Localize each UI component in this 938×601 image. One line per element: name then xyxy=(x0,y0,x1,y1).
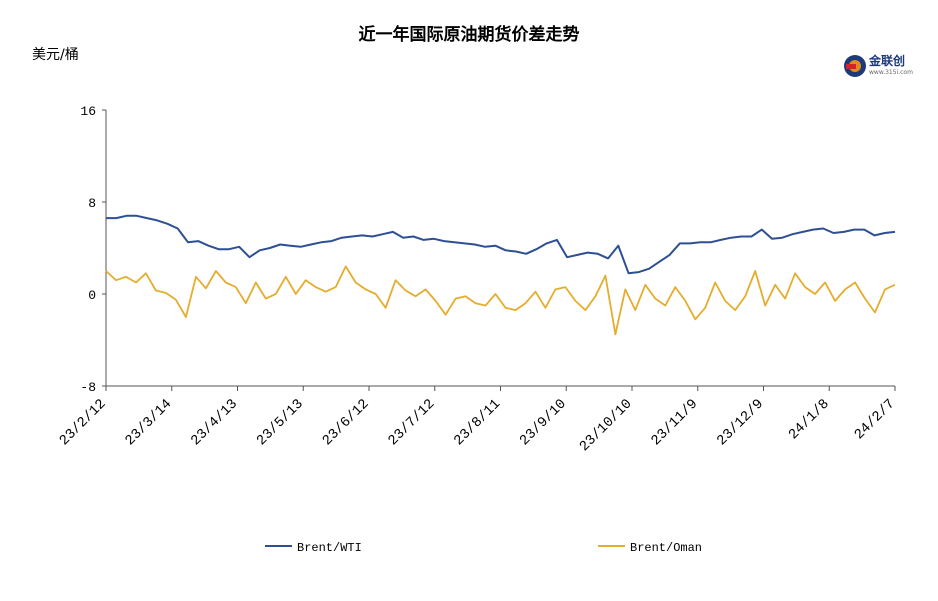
x-tick-label: 23/6/12 xyxy=(320,396,373,449)
y-tick-label: 8 xyxy=(88,196,96,211)
y-tick-label: 16 xyxy=(80,104,96,119)
logo-url: www.315i.com xyxy=(869,69,913,76)
logo-mark-icon xyxy=(844,55,866,77)
x-tick-label: 23/4/13 xyxy=(188,396,241,449)
x-tick-label: 23/5/13 xyxy=(254,396,307,449)
x-tick-label: 23/8/11 xyxy=(451,396,504,449)
x-tick-label: 24/1/8 xyxy=(786,396,833,443)
brand-logo: 金联创 www.315i.com xyxy=(843,52,913,82)
x-tick-label: 24/2/7 xyxy=(852,396,899,443)
x-tick-label: 23/10/10 xyxy=(577,396,636,455)
legend-label: Brent/Oman xyxy=(630,541,702,555)
logo-text: 金联创 xyxy=(869,54,906,68)
y-axis-unit-label: 美元/桶 xyxy=(32,47,79,63)
chart-title: 近一年国际原油期货价差走势 xyxy=(358,25,580,45)
axes: -8 0 8 16 23/2/12 23/3/14 23/4/13 23/5/13 23/6/1… xyxy=(57,104,899,455)
x-tick-label: 23/7/12 xyxy=(385,396,438,449)
plot-area xyxy=(105,214,896,336)
series-line-brent-oman xyxy=(105,265,896,336)
y-tick-label: -8 xyxy=(80,380,96,395)
legend: Brent/WTI Brent/Oman xyxy=(265,541,702,555)
x-tick-label: 23/3/14 xyxy=(122,396,175,449)
y-tick-label: 0 xyxy=(88,288,96,303)
series-line-brent-wti xyxy=(106,214,896,275)
x-tick-label: 23/12/9 xyxy=(714,396,767,449)
x-tick-label: 23/9/10 xyxy=(517,396,570,449)
x-tick-label: 23/11/9 xyxy=(648,396,701,449)
legend-label: Brent/WTI xyxy=(297,541,362,555)
x-tick-label: 23/2/12 xyxy=(57,396,110,449)
